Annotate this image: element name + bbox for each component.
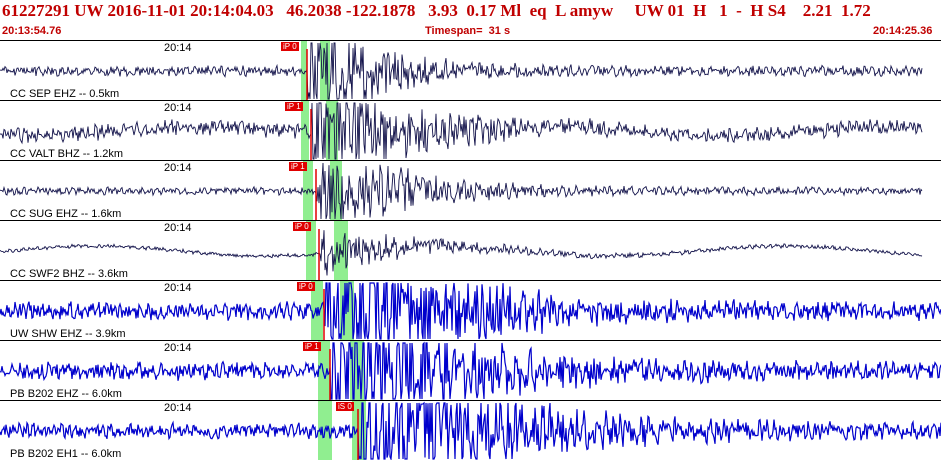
- seismic-trace: [0, 230, 923, 276]
- channel-label: PB B202 EHZ -- 6.0km: [10, 388, 122, 400]
- pick-flag[interactable]: iP 1: [289, 162, 307, 171]
- channel-label: CC SUG EHZ -- 1.6km: [10, 208, 122, 220]
- panel-time-label: 20:14: [164, 342, 192, 354]
- waveform-plot: [0, 401, 941, 460]
- waveform-plot: [0, 341, 941, 400]
- pick-window: [301, 101, 309, 160]
- panel-time-label: 20:14: [164, 102, 192, 114]
- pick-flag[interactable]: iP 1: [303, 342, 321, 351]
- channel-panel: 20:14 iS 0 PB B202 EH1 -- 6.0km: [0, 400, 941, 460]
- seismic-trace: [0, 282, 941, 340]
- channel-label: UW SHW EHZ -- 3.9km: [10, 328, 126, 340]
- panel-time-label: 20:14: [164, 162, 192, 174]
- panel-time-label: 20:14: [164, 222, 192, 234]
- channel-label: CC SEP EHZ -- 0.5km: [10, 88, 120, 100]
- channel-panel: 20:14 iP 0 CC SWF2 BHZ -- 3.6km: [0, 220, 941, 280]
- panel-time-label: 20:14: [164, 42, 192, 54]
- channel-label: CC SWF2 BHZ -- 3.6km: [10, 268, 128, 280]
- pick-window: [306, 221, 316, 280]
- channel-panel: 20:14 iP 0 CC SEP EHZ -- 0.5km: [0, 40, 941, 100]
- pick-window: [318, 341, 330, 400]
- event-header: 61227291 UW 2016-11-01 20:14:04.03 46.20…: [0, 0, 941, 40]
- pick-flag[interactable]: iS 0: [336, 402, 354, 411]
- pick-window: [320, 41, 330, 100]
- seismic-trace: [0, 102, 923, 160]
- seismic-trace: [0, 162, 923, 220]
- waveform-plot: [0, 161, 923, 220]
- seismic-trace: [0, 341, 941, 400]
- seismic-trace: [0, 42, 923, 100]
- waveform-plot: [0, 101, 923, 160]
- channel-label: PB B202 EH1 -- 6.0km: [10, 448, 122, 460]
- waveform-plot: [0, 41, 923, 100]
- panel-time-label: 20:14: [164, 402, 192, 414]
- channel-panel: 20:14 iP 1 PB B202 EHZ -- 6.0km: [0, 340, 941, 400]
- channel-panel: 20:14 iP 0 UW SHW EHZ -- 3.9km: [0, 280, 941, 340]
- pick-flag[interactable]: iP 0: [281, 42, 299, 51]
- seismic-trace: [0, 401, 941, 460]
- pick-flag[interactable]: iP 1: [285, 102, 303, 111]
- waveform-plot: [0, 221, 923, 280]
- channel-panel: 20:14 iP 1 CC VALT BHZ -- 1.2km: [0, 100, 941, 160]
- end-time: 20:14:25.36: [873, 25, 933, 37]
- channel-panel: 20:14 iP 1 CC SUG EHZ -- 1.6km: [0, 160, 941, 220]
- start-time: 20:13:54.76: [2, 25, 62, 37]
- pick-window: [301, 41, 307, 100]
- pick-flag[interactable]: iP 0: [297, 282, 315, 291]
- channel-label: CC VALT BHZ -- 1.2km: [10, 148, 124, 160]
- seismogram-panels: 20:14 iP 0 CC SEP EHZ -- 0.5km 20:14 iP 1 CC …: [0, 40, 941, 460]
- pick-window: [352, 401, 366, 460]
- waveform-plot: [0, 281, 941, 340]
- pick-window: [311, 281, 323, 340]
- timespan-label: Timespan= 31 s: [425, 25, 511, 37]
- pick-flag[interactable]: iP 0: [293, 222, 311, 231]
- event-summary-line: 61227291 UW 2016-11-01 20:14:04.03 46.20…: [2, 1, 871, 20]
- panel-time-label: 20:14: [164, 282, 192, 294]
